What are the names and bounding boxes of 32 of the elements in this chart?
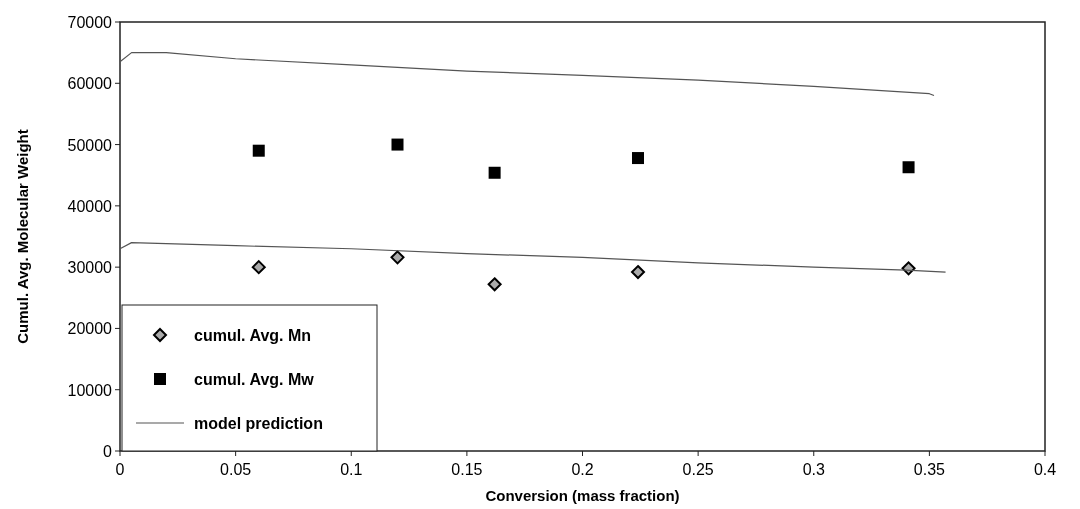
point <box>487 277 502 292</box>
point <box>488 166 501 179</box>
legend-label: cumul. Avg. Mn <box>194 327 312 344</box>
y-tick-label: 10000 <box>67 381 113 399</box>
x-tick-label: 0.05 <box>220 461 252 478</box>
x-tick-label: 0.2 <box>571 461 594 478</box>
x-axis-title: Conversion (mass fraction) <box>485 487 680 504</box>
x-tick-label: 0.35 <box>913 461 946 478</box>
y-tick-label: 20000 <box>67 320 113 338</box>
y-tick-label: 40000 <box>67 197 113 215</box>
y-tick-label: 0 <box>103 443 113 460</box>
point <box>902 161 915 174</box>
line-series <box>119 52 935 97</box>
y-tick-label: 50000 <box>67 136 113 154</box>
legend-label: cumul. Avg. Mw <box>194 371 315 388</box>
point <box>390 250 405 265</box>
y-tick-label: 60000 <box>67 75 113 93</box>
legend-label: model prediction <box>194 415 323 432</box>
x-tick-label: 0.3 <box>802 461 825 478</box>
x-tick-label: 0.25 <box>682 461 714 478</box>
y-tick-label: 30000 <box>67 259 113 277</box>
x-tick-label: 0.15 <box>451 461 483 478</box>
x-tick-label: 0.1 <box>340 461 363 478</box>
point <box>391 138 404 151</box>
point <box>251 260 266 275</box>
y-tick-label: 70000 <box>67 14 113 31</box>
point <box>252 144 265 157</box>
point <box>631 265 645 280</box>
y-axis-title: Cumul. Avg. Molecular Weight <box>14 129 31 344</box>
point <box>632 152 644 165</box>
x-tick-label: 0.4 <box>1033 461 1057 478</box>
x-tick-label: 0 <box>115 461 125 478</box>
